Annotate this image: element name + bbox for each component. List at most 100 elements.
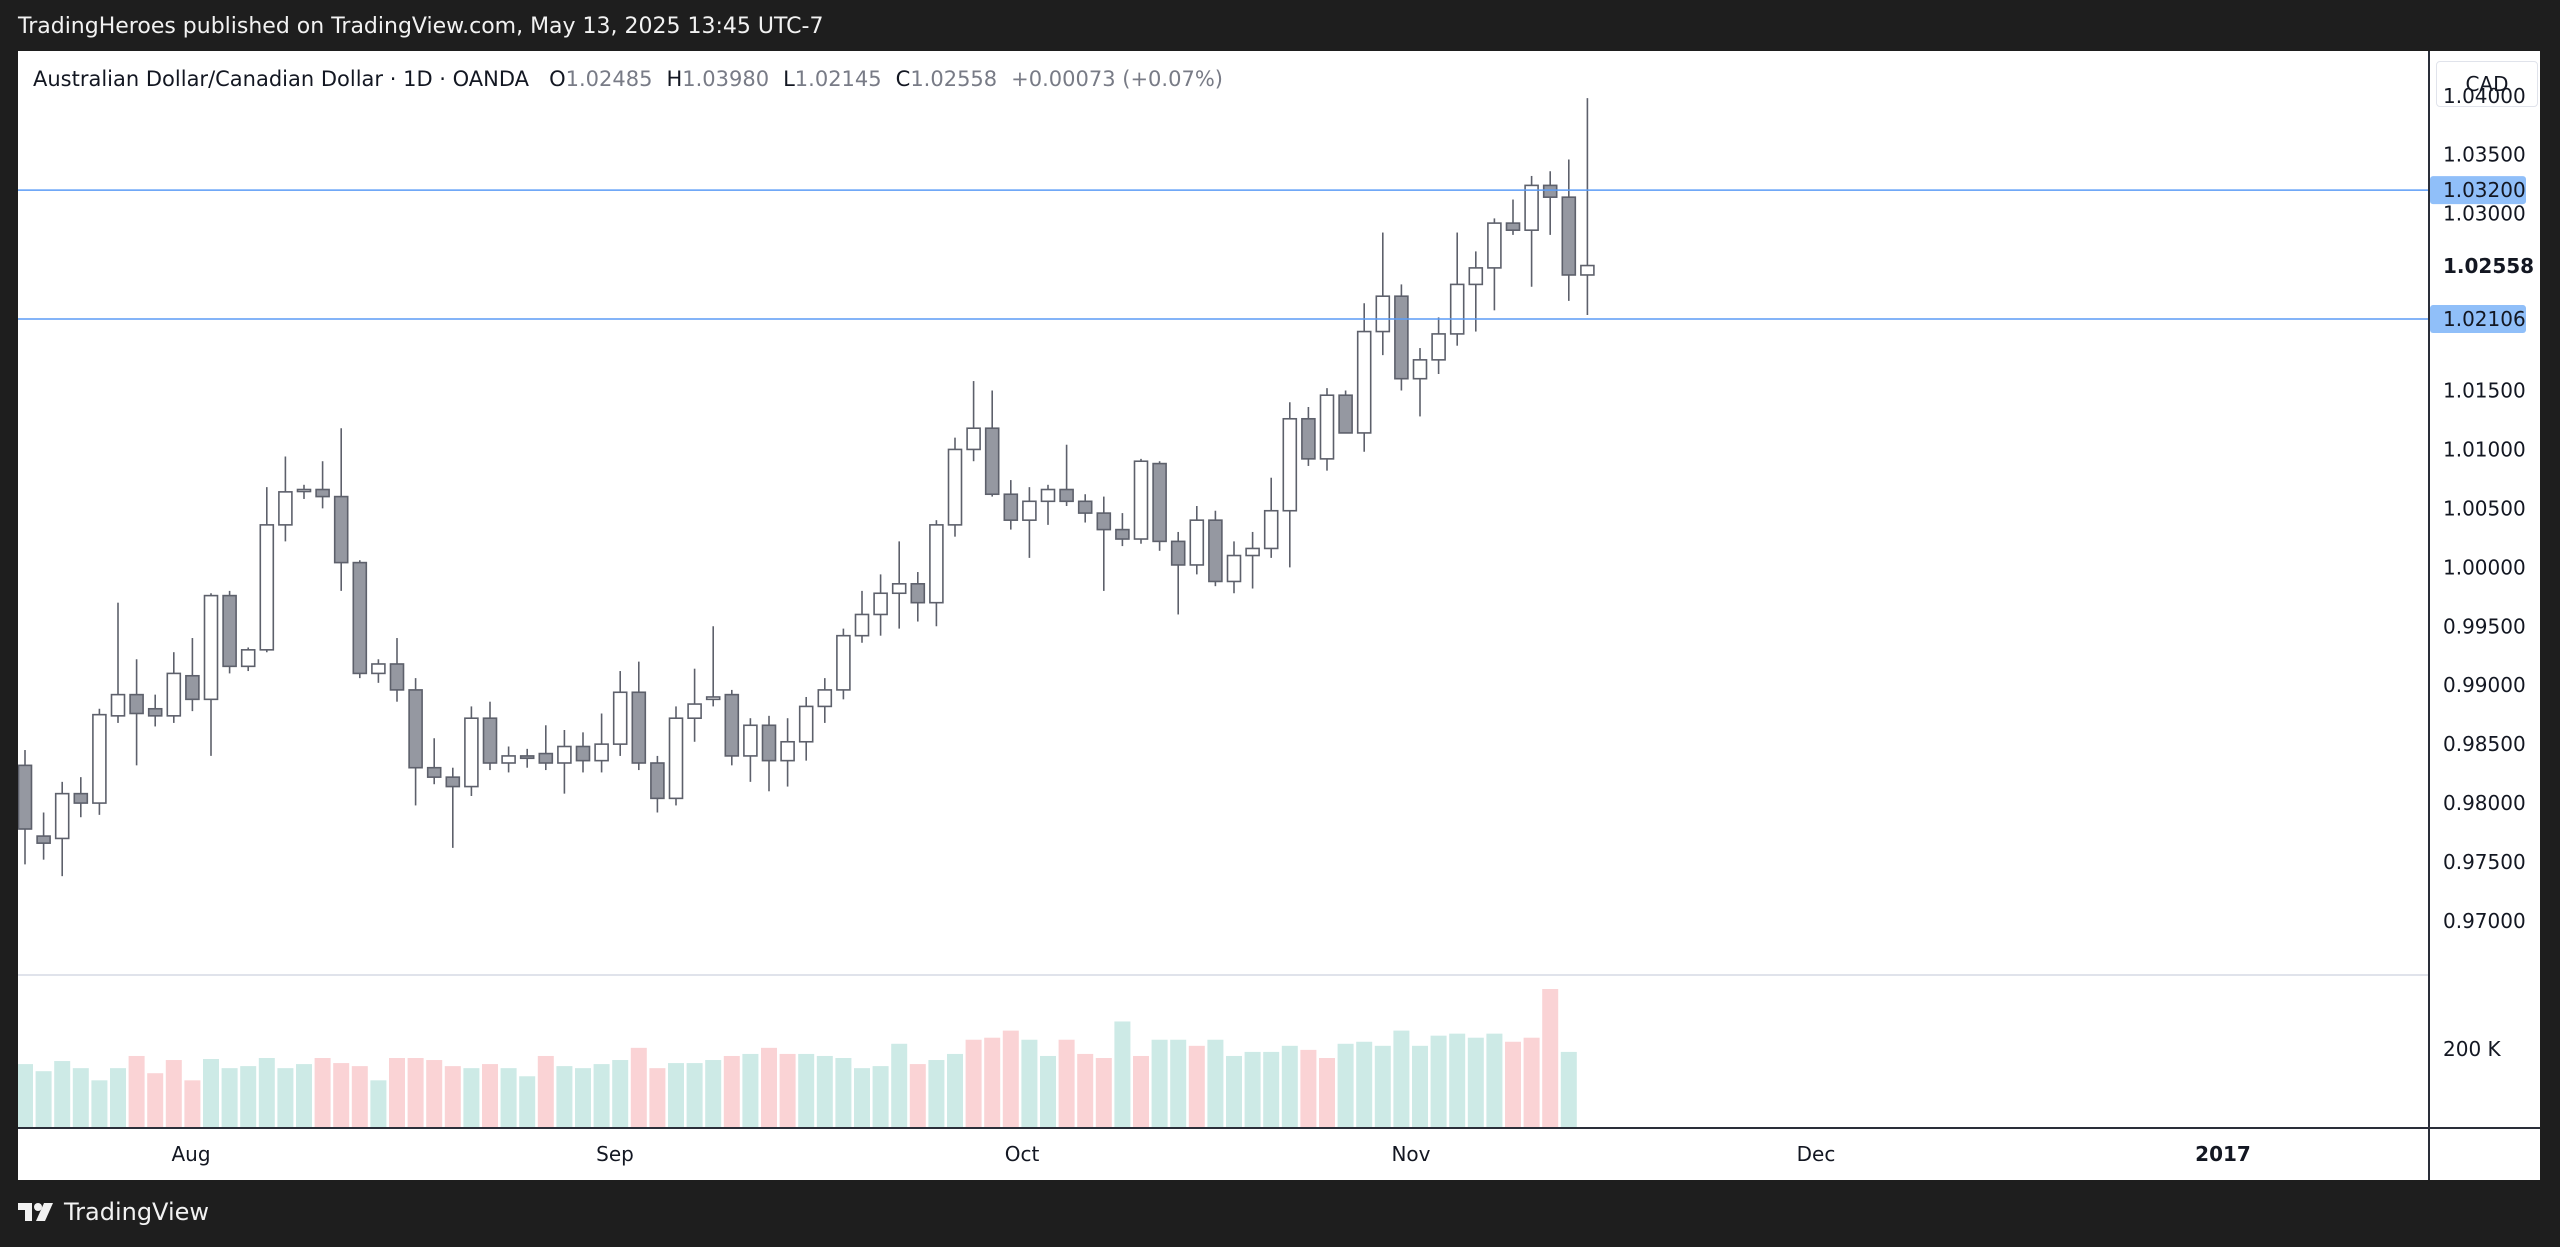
- volume-bar: [1300, 1049, 1317, 1127]
- volume-bar: [742, 1053, 759, 1127]
- publish-caption: TradingHeroes published on TradingView.c…: [18, 14, 824, 39]
- candle-body: [54, 792, 70, 840]
- volume-bar: [18, 1064, 33, 1127]
- candle-body: [259, 524, 275, 651]
- candle-body: [705, 696, 721, 701]
- volume-bar: [1226, 1055, 1242, 1127]
- volume-bar: [389, 1058, 405, 1127]
- candle-body: [668, 717, 684, 800]
- volume-bar: [984, 1037, 1001, 1127]
- candle-body: [333, 495, 349, 564]
- volume-bar: [128, 1055, 145, 1127]
- candle-body: [147, 707, 163, 717]
- price-tick-label: 1.03000: [2443, 202, 2526, 226]
- volume-bar: [72, 1068, 89, 1127]
- volume-bar: [221, 1068, 238, 1127]
- tradingview-brand[interactable]: TradingView: [18, 1198, 209, 1226]
- volume-bar: [165, 1060, 182, 1127]
- candle-body: [891, 583, 907, 595]
- time-tick-label: Dec: [1797, 1142, 1836, 1166]
- candle-body: [482, 717, 498, 764]
- volume-bar: [314, 1058, 331, 1127]
- volume-bar: [593, 1064, 610, 1127]
- volume-bar: [147, 1073, 164, 1127]
- candle-body: [743, 724, 758, 757]
- volume-bar: [500, 1068, 517, 1127]
- pane-separator[interactable]: [18, 974, 2428, 976]
- volume-bar: [35, 1071, 52, 1127]
- last-price-label: 1.02558: [2443, 254, 2534, 278]
- volume-bar: [854, 1068, 870, 1127]
- candle-body: [1301, 417, 1316, 460]
- currency-button[interactable]: CAD: [2436, 61, 2538, 107]
- price-axis-border: [2428, 51, 2430, 1180]
- candle-body: [92, 713, 107, 804]
- volume-bar: [444, 1066, 461, 1127]
- candle-body: [1226, 554, 1242, 583]
- candle-body: [724, 693, 740, 757]
- candle-body: [426, 766, 442, 778]
- volume-bar: [463, 1068, 480, 1127]
- top-caption-bar: TradingHeroes published on TradingView.c…: [0, 0, 2560, 51]
- volume-bar: [426, 1060, 443, 1127]
- volume-bar: [370, 1080, 387, 1127]
- candle-body: [1208, 519, 1223, 583]
- candle-body: [352, 561, 368, 675]
- volume-bar: [1412, 1045, 1428, 1127]
- candle-body: [836, 634, 851, 691]
- price-tick-label: 1.01000: [2443, 437, 2526, 461]
- candle-body: [408, 689, 423, 769]
- volume-bar: [482, 1064, 498, 1127]
- candle-body: [240, 649, 256, 668]
- candle-body: [1059, 488, 1074, 503]
- open-label: O: [549, 67, 566, 91]
- chart-canvas[interactable]: 1.04000 1.03500 1.03000 1.01500 1.01000 1.005…: [18, 51, 2540, 1180]
- candle-body: [1524, 184, 1539, 231]
- volume-bar: [630, 1047, 647, 1127]
- volume-bar: [184, 1080, 201, 1127]
- candle-body: [817, 689, 833, 708]
- high-label: H: [666, 67, 683, 91]
- volume-bar: [296, 1064, 312, 1127]
- candle-body: [1449, 283, 1465, 335]
- volume-bar: [519, 1076, 536, 1127]
- time-tick-label: 2017: [2195, 1142, 2251, 1166]
- candle-body: [1282, 417, 1298, 512]
- volume-bar: [203, 1059, 219, 1127]
- symbol-name: Australian Dollar/Canadian Dollar · 1D ·…: [33, 67, 530, 91]
- chart-frame[interactable]: Australian Dollar/Canadian Dollar · 1D ·…: [18, 51, 2540, 1180]
- low-value: 1.02145: [794, 67, 882, 91]
- candle-body: [631, 691, 647, 764]
- candle-body: [389, 663, 405, 691]
- tradingview-logo-icon: [18, 1203, 53, 1221]
- candle-body: [1542, 184, 1558, 198]
- volume-bar: [1281, 1045, 1298, 1127]
- candle-body: [1338, 394, 1353, 434]
- volume-bar: [1319, 1058, 1335, 1127]
- volume-bar: [110, 1068, 126, 1127]
- candle-body: [1561, 196, 1577, 276]
- candle-body: [1580, 264, 1595, 276]
- candle-body: [966, 427, 981, 451]
- candle-body: [761, 724, 777, 762]
- candle-body: [1115, 528, 1130, 540]
- volume-bar: [1449, 1033, 1466, 1127]
- volume-bar: [556, 1066, 573, 1127]
- candle-body: [371, 663, 386, 675]
- candle-body: [110, 693, 126, 717]
- price-tick-label: 0.97500: [2443, 850, 2526, 874]
- price-tick-label: 1.01500: [2443, 378, 2526, 402]
- volume-bar: [649, 1068, 666, 1127]
- candle-body: [1096, 512, 1112, 531]
- price-tick-label: 0.99000: [2443, 673, 2526, 697]
- volume-bar: [258, 1058, 275, 1127]
- candle-body: [1170, 540, 1186, 566]
- volume-bar: [1560, 1051, 1577, 1127]
- candle-body: [1487, 222, 1502, 269]
- candle-body: [910, 583, 926, 604]
- price-tick-label: 1.03500: [2443, 143, 2526, 167]
- volume-bar: [909, 1064, 926, 1127]
- volume-bar: [537, 1055, 554, 1127]
- footer-bar: TradingView: [0, 1180, 2560, 1247]
- candle-body: [1152, 462, 1167, 543]
